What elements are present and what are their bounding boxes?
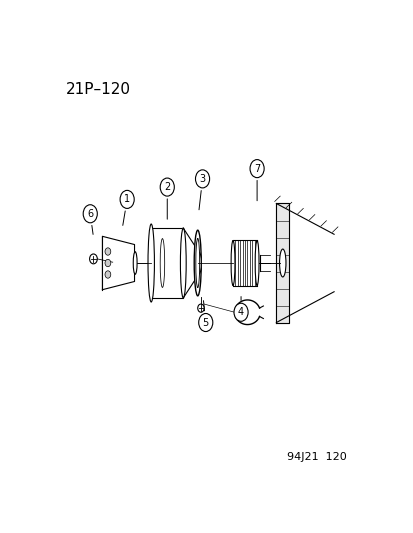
Ellipse shape bbox=[254, 240, 259, 286]
Circle shape bbox=[83, 205, 97, 223]
Circle shape bbox=[233, 303, 247, 321]
Text: 5: 5 bbox=[202, 318, 209, 327]
Ellipse shape bbox=[230, 240, 235, 286]
Ellipse shape bbox=[105, 248, 111, 255]
Circle shape bbox=[249, 159, 263, 177]
Circle shape bbox=[120, 190, 134, 208]
Circle shape bbox=[198, 313, 212, 332]
Ellipse shape bbox=[279, 249, 285, 277]
Text: 2: 2 bbox=[164, 182, 170, 192]
Circle shape bbox=[160, 178, 174, 196]
Polygon shape bbox=[183, 228, 199, 298]
Circle shape bbox=[195, 170, 209, 188]
Text: 21P–120: 21P–120 bbox=[66, 83, 131, 98]
Polygon shape bbox=[102, 236, 134, 290]
Ellipse shape bbox=[148, 224, 154, 302]
Ellipse shape bbox=[180, 228, 186, 298]
Text: 4: 4 bbox=[237, 307, 244, 317]
Ellipse shape bbox=[160, 239, 164, 287]
Text: 6: 6 bbox=[87, 209, 93, 219]
Polygon shape bbox=[276, 204, 288, 322]
Text: 1: 1 bbox=[124, 195, 130, 204]
Text: 7: 7 bbox=[253, 164, 260, 174]
Circle shape bbox=[89, 254, 97, 264]
Text: 3: 3 bbox=[199, 174, 205, 184]
Ellipse shape bbox=[197, 252, 201, 273]
Text: 94J21  120: 94J21 120 bbox=[287, 452, 346, 462]
Ellipse shape bbox=[195, 238, 199, 288]
Ellipse shape bbox=[105, 271, 111, 278]
Ellipse shape bbox=[133, 252, 137, 274]
Ellipse shape bbox=[197, 304, 204, 312]
Ellipse shape bbox=[105, 260, 111, 266]
Ellipse shape bbox=[194, 230, 201, 296]
